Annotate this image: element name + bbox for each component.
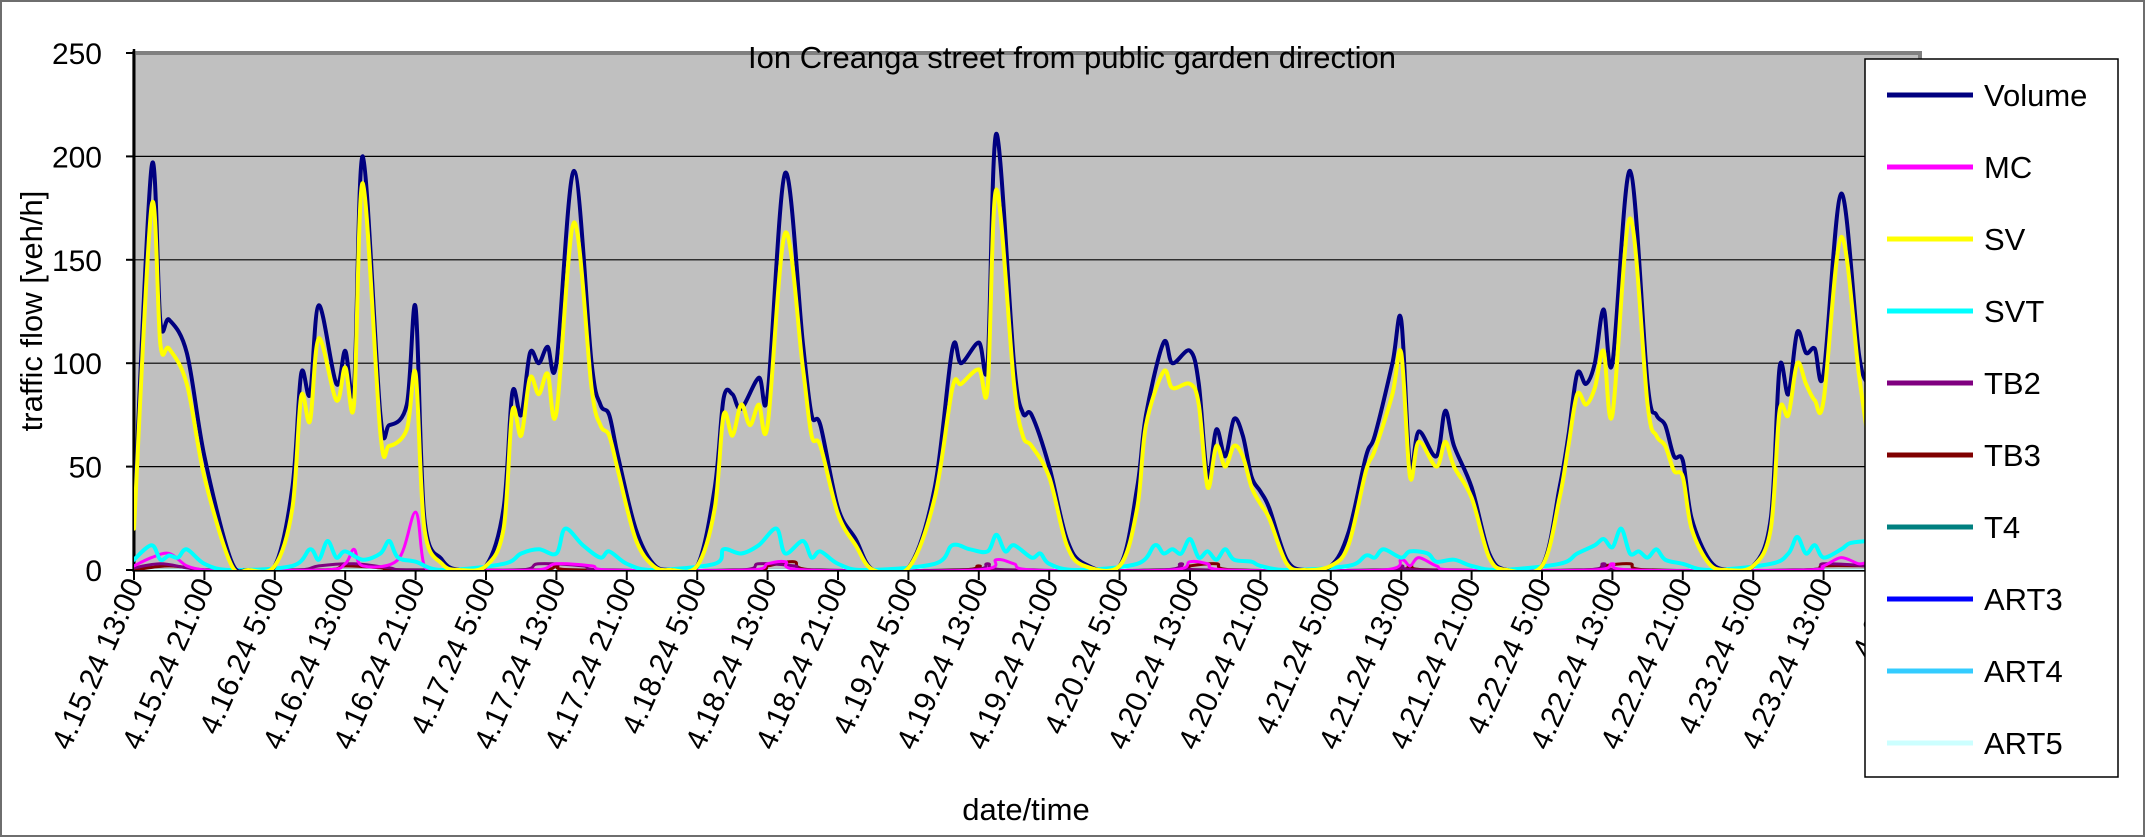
legend-label-sv: SV [1984,222,2026,257]
series-lines [134,131,1870,570]
y-tick-label: 150 [52,245,102,278]
series-line-svt [134,526,1870,570]
legend-label-art3: ART3 [1984,582,2063,617]
legend-label-mc: MC [1984,150,2032,185]
chart-title: Ion Creanga street from public garden di… [748,40,1396,75]
y-tick-label: 100 [52,348,102,381]
legend-label-svt: SVT [1984,294,2044,329]
legend-label-art4: ART4 [1984,654,2063,689]
legend-label-tb3: TB3 [1984,438,2041,473]
gridlines [134,155,1920,468]
legend: Volume MC SV SVT TB2 TB3 T4 ART3 ART4 ART5 [1864,58,2119,778]
x-axis-title: date/time [962,792,1090,827]
y-tick-label: 200 [52,141,102,174]
legend-label-t4: T4 [1984,510,2020,545]
y-tick-label: 250 [52,38,102,71]
y-axis-title: traffic flow [veh/h] [14,191,49,432]
plot-area [132,51,1922,572]
series-line-tb2 [134,562,1870,570]
legend-label-tb2: TB2 [1984,366,2041,401]
series-line-sv [134,181,1870,570]
y-tick-label: 0 [85,555,102,588]
legend-label-volume: Volume [1984,78,2087,113]
y-tick-labels: 0 50 100 150 200 250 [52,38,102,588]
legend-label-art5: ART5 [1984,726,2063,761]
series-line-volume [134,131,1870,570]
legend-box [1864,58,2119,778]
y-tick-label: 50 [69,452,102,485]
